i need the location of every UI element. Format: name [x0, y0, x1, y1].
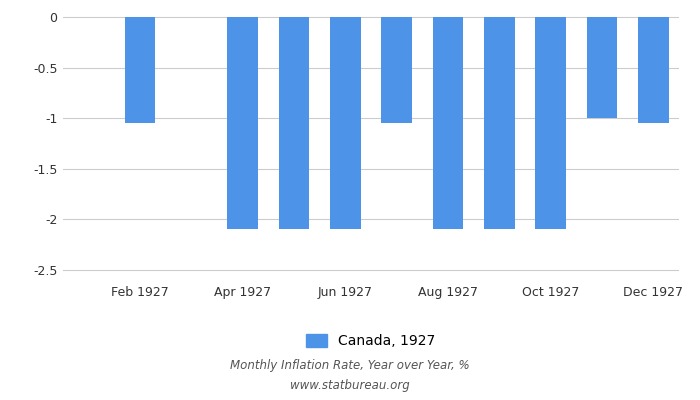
Bar [125, 17, 155, 123]
Bar [638, 17, 668, 123]
Bar [382, 17, 412, 123]
Bar [484, 17, 514, 230]
Bar [228, 17, 258, 230]
Bar [433, 17, 463, 230]
Bar [330, 17, 360, 230]
Bar [279, 17, 309, 230]
Bar [536, 17, 566, 230]
Text: www.statbureau.org: www.statbureau.org [290, 380, 410, 392]
Text: Monthly Inflation Rate, Year over Year, %: Monthly Inflation Rate, Year over Year, … [230, 360, 470, 372]
Legend: Canada, 1927: Canada, 1927 [307, 334, 435, 348]
Bar [587, 17, 617, 118]
